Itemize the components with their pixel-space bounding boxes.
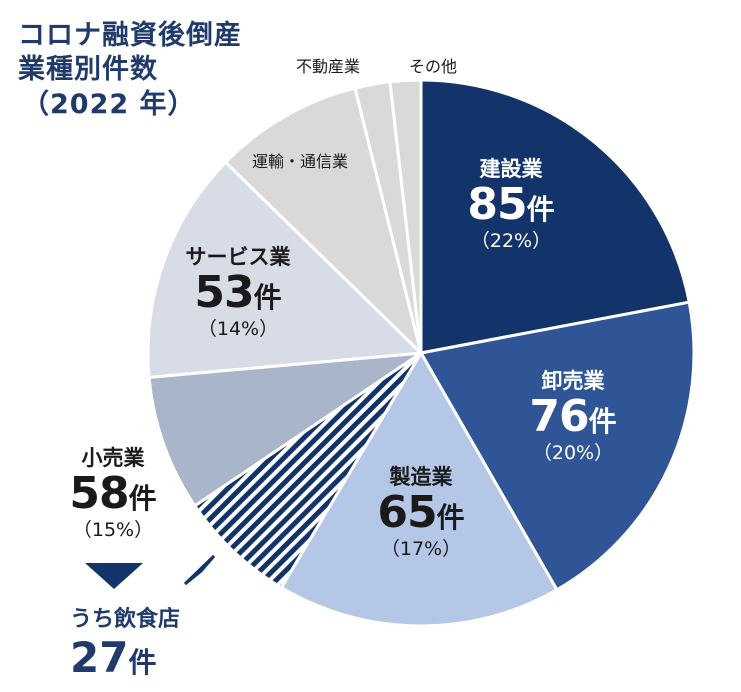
label-restaurants-unit: 件: [128, 646, 157, 679]
label-construction-unit: 件: [526, 193, 555, 227]
label-manufacturing-percent: （17%）: [380, 538, 462, 561]
pie-slice-5: [146, 160, 423, 379]
label-retail-count: 58: [69, 468, 129, 520]
label-restaurants: うち飲食店 27件: [70, 601, 180, 682]
label-retail-unit: 件: [128, 482, 157, 516]
label-services-name: サービス業: [185, 245, 291, 269]
pie-slice-4-sub-segment: [193, 351, 423, 590]
pie-slice-4: [147, 351, 423, 508]
pie-slice-6: [224, 86, 423, 355]
label-retail-name: 小売業: [81, 446, 145, 470]
label-construction: 建設業 85件 （22%）: [456, 157, 566, 253]
label-construction-name: 建設業: [479, 157, 543, 181]
label-manufacturing-name: 製造業: [389, 465, 453, 489]
label-manufacturing: 製造業 65件 （17%）: [366, 465, 476, 561]
label-restaurants-name: うち飲食店: [70, 607, 181, 632]
label-services-count: 53: [194, 267, 254, 319]
label-wholesale: 卸売業 76件 （20%）: [518, 369, 628, 465]
label-wholesale-unit: 件: [588, 405, 617, 439]
label-services-percent: （14%）: [197, 318, 279, 341]
label-manufacturing-count: 65: [377, 487, 437, 539]
label-wholesale-count: 76: [529, 391, 589, 443]
pie-slice-2: [419, 300, 696, 592]
label-wholesale-name: 卸売業: [541, 369, 605, 393]
label-transport: 運輸・通信業: [252, 152, 349, 171]
label-other: その他: [409, 57, 458, 76]
callout-arrow-left: [85, 563, 143, 589]
label-services-unit: 件: [253, 281, 282, 315]
label-services: サービス業 53件 （14%）: [168, 245, 308, 341]
pie-slice-8: [388, 78, 423, 355]
label-manufacturing-unit: 件: [436, 501, 465, 535]
label-realestate: 不動産業: [296, 57, 361, 76]
label-restaurants-count: 27: [70, 633, 129, 682]
callout-arrow-right: [183, 554, 216, 586]
chart-title-line-2: 業種別件数: [18, 54, 158, 85]
chart-title-line-1: コロナ融資後倒産: [18, 20, 242, 51]
label-retail-percent: （15%）: [72, 519, 154, 542]
label-retail: 小売業 58件 （15%）: [58, 446, 168, 542]
label-construction-percent: （22%）: [470, 230, 552, 253]
pie-slice-3: [279, 351, 559, 628]
label-construction-count: 85: [467, 179, 527, 231]
label-wholesale-percent: （20%）: [532, 442, 614, 465]
chart-title-line-3: （2022 年）: [22, 89, 196, 120]
pie-slice-1: [419, 78, 691, 355]
